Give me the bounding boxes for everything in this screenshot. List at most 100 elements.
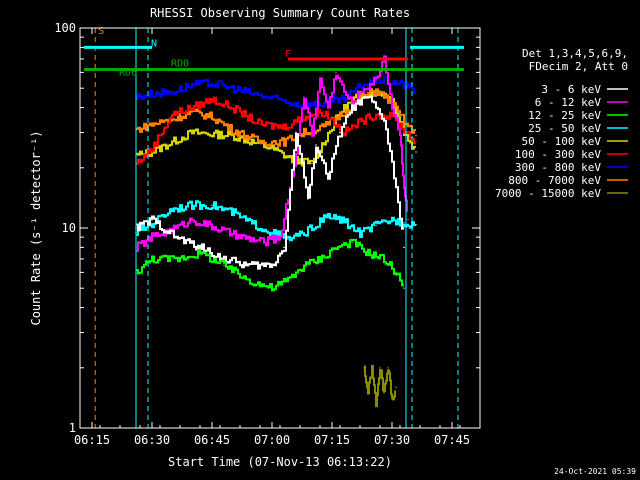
data-point [211, 82, 213, 84]
data-point [259, 94, 261, 97]
data-point [151, 222, 153, 225]
data-point [151, 236, 153, 238]
data-point [279, 236, 281, 238]
data-point [303, 96, 305, 99]
data-point [415, 223, 417, 226]
data-point [383, 118, 385, 120]
data-point [395, 271, 397, 274]
data-point [151, 258, 153, 260]
x-tick-label: 06:30 [134, 433, 170, 447]
data-point [171, 113, 173, 116]
data-point [151, 123, 153, 126]
series-25-50-kev [135, 200, 417, 242]
data-point [211, 115, 213, 118]
chart-title: RHESSI Observing Summary Count Rates [150, 6, 410, 20]
data-point [151, 218, 153, 221]
data-point [375, 404, 377, 407]
data-point [151, 92, 153, 95]
data-point [403, 246, 405, 249]
data-point [283, 126, 285, 128]
x-axis-label: Start Time (07-Nov-13 06:13:22) [168, 455, 392, 469]
data-point [375, 79, 377, 81]
data-point [339, 131, 341, 134]
data-point [383, 258, 385, 260]
legend: Det 1,3,4,5,6,9,FDecim 2, Att 0 3 - 6 keV… [495, 47, 628, 200]
flag-label-n: N [151, 39, 157, 50]
data-point [407, 218, 409, 221]
data-point [151, 147, 153, 150]
data-point [287, 279, 289, 281]
data-point [315, 144, 317, 146]
data-point [391, 115, 393, 118]
x-tick-label: 07:15 [314, 433, 350, 447]
data-point [367, 252, 369, 254]
data-point [343, 220, 345, 223]
data-point [375, 89, 377, 91]
data-point [395, 386, 397, 388]
data-point [191, 83, 193, 86]
data-point [403, 128, 405, 131]
legend-label: 3 - 6 keV [541, 83, 601, 96]
y-axis-label: Count Rate (s⁻¹ detector⁻¹) [29, 130, 43, 325]
data-point [415, 134, 417, 137]
flag-label-rd0: RD0 [171, 59, 189, 70]
data-point [191, 131, 193, 134]
y-tick-label: 10 [62, 221, 76, 235]
data-point [327, 215, 329, 217]
series-800-7000-kev [135, 88, 417, 147]
data-point [359, 232, 361, 235]
data-point [343, 131, 345, 134]
data-point [175, 258, 177, 260]
legend-header-1: FDecim 2, Att 0 [529, 60, 628, 73]
series-3-6-kev [135, 95, 405, 270]
data-point [323, 126, 325, 128]
data-point [367, 96, 369, 99]
data-point [271, 287, 273, 290]
data-point [415, 151, 417, 153]
series-line-25-50 [136, 200, 416, 242]
legend-label: 100 - 300 keV [515, 148, 601, 161]
data-point [383, 391, 385, 394]
x-tick-label: 07:45 [434, 433, 470, 447]
flag-label-f: F [285, 49, 291, 60]
data-point [395, 186, 397, 188]
series-line-800-7000 [136, 88, 416, 147]
data-point [199, 252, 201, 254]
data-point [299, 234, 301, 237]
data-point [379, 366, 381, 369]
data-point [191, 218, 193, 221]
data-point [175, 227, 177, 229]
series-12-25-kev [135, 238, 405, 292]
x-tick-label: 07:30 [374, 433, 410, 447]
data-point [375, 224, 377, 227]
legend-header-0: Det 1,3,4,5,6,9, [522, 47, 628, 60]
data-point [327, 176, 329, 178]
data-point [291, 158, 293, 161]
series-line-100-300 [136, 96, 416, 165]
data-point [415, 90, 417, 93]
data-point [351, 102, 353, 105]
data-point [271, 264, 273, 267]
data-point [327, 106, 329, 109]
data-point [391, 106, 393, 109]
data-point [403, 83, 405, 86]
data-point [231, 211, 233, 213]
data-point [391, 80, 393, 83]
legend-label: 300 - 800 keV [515, 161, 601, 174]
data-point [351, 106, 353, 109]
data-point [367, 391, 369, 394]
data-point [311, 227, 313, 229]
data-point [403, 287, 405, 290]
data-point [247, 264, 249, 267]
data-point [231, 128, 233, 131]
data-point [303, 131, 305, 134]
flag-label-rd6: RD6 [119, 67, 137, 78]
legend-label: 12 - 25 keV [528, 109, 601, 122]
x-tick-label: 07:00 [254, 433, 290, 447]
series-line-7000-15000 [364, 365, 396, 408]
legend-label: 50 - 100 keV [522, 135, 602, 148]
x-tick-label: 06:45 [194, 433, 230, 447]
data-point [323, 111, 325, 113]
data-point [359, 120, 361, 123]
legend-label: 7000 - 15000 keV [495, 187, 601, 200]
